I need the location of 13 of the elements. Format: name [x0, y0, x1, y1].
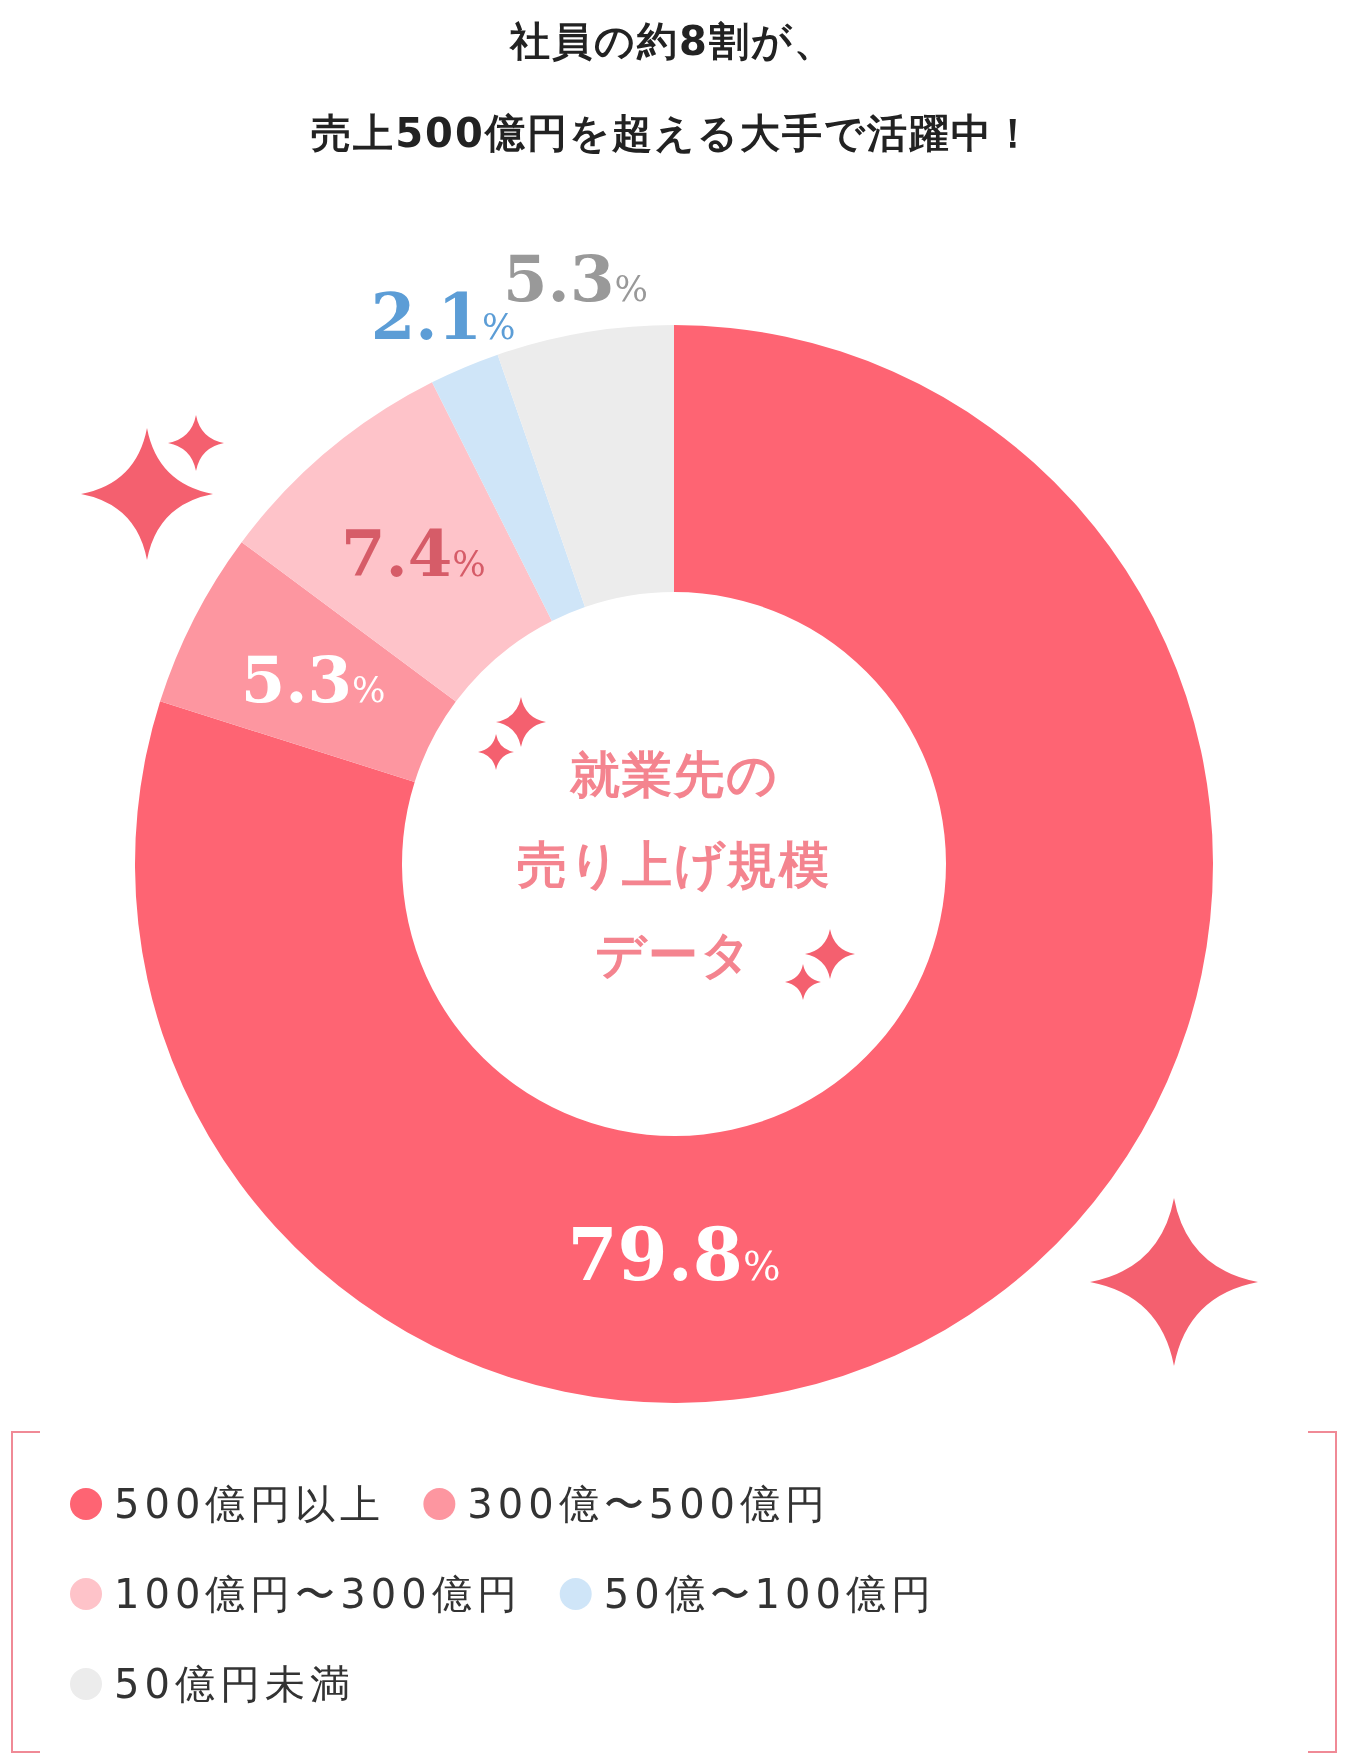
legend-label: 50億円未満 [114, 1661, 355, 1707]
data-label: 79.8% [567, 1211, 781, 1297]
text: 就業先の [568, 745, 779, 804]
data-label: 7.4% [340, 515, 486, 591]
chart-subtitle: 売上500億円を超える大手で活躍中！ [311, 110, 1035, 156]
legend-label: 300億〜500億円 [467, 1481, 831, 1527]
chart-title: 社員の約8割が、 [509, 18, 836, 64]
legend-label: 100億円〜300億円 [114, 1571, 522, 1617]
legend-label: 500億円以上 [114, 1481, 386, 1527]
text: データ [595, 925, 753, 984]
data-label: 5.3% [240, 641, 386, 717]
text: 売り上げ規模 [517, 835, 831, 894]
legend-label: 50億〜100億円 [603, 1571, 936, 1617]
